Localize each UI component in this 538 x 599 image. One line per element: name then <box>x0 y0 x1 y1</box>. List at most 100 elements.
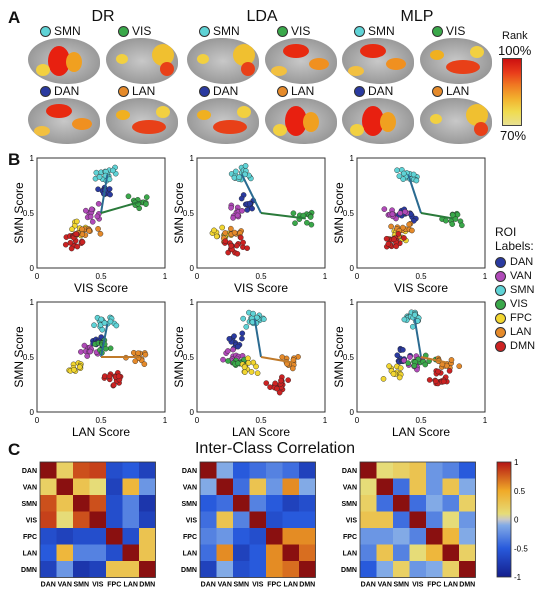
icc-cell <box>106 511 123 528</box>
icc-cell <box>200 495 217 512</box>
roi-point <box>97 230 104 237</box>
roi-point <box>274 385 280 392</box>
icc-cell <box>459 544 476 561</box>
roi-legend-item-vis: VIS <box>495 297 537 311</box>
scatter-plot: 00 0.5 0.5 1 1 LAN Score SMN Score <box>332 298 488 439</box>
activation-blob <box>430 114 442 124</box>
network-color-dot <box>199 25 210 37</box>
icc-cell <box>360 462 377 479</box>
icc-cell <box>139 462 156 479</box>
activation-blob <box>116 54 128 64</box>
roi-point <box>235 343 241 350</box>
roi-point <box>242 369 248 375</box>
y-tick-label: 0 <box>30 408 35 417</box>
icc-cell <box>122 528 139 545</box>
activation-blob <box>348 66 364 76</box>
icc-colorbar-tick: 0.5 <box>514 487 526 496</box>
roi-point <box>253 363 259 370</box>
roi-point <box>380 376 387 382</box>
smn-trajectory <box>413 318 422 358</box>
roi-point <box>409 323 416 330</box>
roi-legend-item-dan: DAN <box>495 255 537 269</box>
icc-cell <box>409 544 426 561</box>
roi-point <box>99 326 106 333</box>
icc-cell <box>56 495 73 512</box>
icc-col-label: SMN <box>73 582 89 589</box>
network-label: SMN <box>213 24 240 38</box>
icc-cell <box>73 561 90 578</box>
icc-cell <box>89 478 106 495</box>
icc-cell <box>459 478 476 495</box>
roi-point <box>67 239 74 246</box>
network-color-dot <box>277 85 288 97</box>
icc-row-label: DMN <box>341 567 357 574</box>
brain-surface-dan <box>342 98 414 144</box>
activation-blob <box>466 104 488 126</box>
icc-matrix: DANDANVANVANSMNSMNVISVISFPCFPCLANLANDMND… <box>181 461 316 589</box>
icc-cell <box>89 462 106 479</box>
roi-point <box>440 378 447 385</box>
icc-cell <box>200 561 217 578</box>
roi-color-dot <box>495 256 506 268</box>
scatter-plot: 00 0.5 0.5 1 1 VIS Score SMN Score <box>12 154 168 295</box>
roi-point <box>250 359 257 366</box>
y-axis-title: SMN Score <box>12 326 26 388</box>
icc-cell <box>56 544 73 561</box>
roi-point <box>383 235 390 242</box>
roi-point <box>95 226 101 232</box>
icc-cell <box>249 462 266 479</box>
roi-point <box>411 362 418 369</box>
icc-col-label: LAN <box>284 582 298 589</box>
brain-label-vis: VIS <box>277 24 310 38</box>
roi-point <box>459 222 465 229</box>
y-axis-title: SMN Score <box>12 182 26 244</box>
roi-point <box>400 170 407 177</box>
roi-point <box>401 357 407 364</box>
icc-cell <box>442 528 459 545</box>
vis-trajectory <box>420 212 454 220</box>
roi-point <box>96 174 103 180</box>
activation-blob <box>273 124 287 136</box>
icc-cell <box>360 478 377 495</box>
icc-title: Inter-Class Correlation <box>194 440 356 457</box>
icc-cell <box>139 561 156 578</box>
icc-cell <box>216 511 233 528</box>
icc-cell <box>299 495 316 512</box>
roi-point <box>290 357 297 363</box>
icc-row-label: LAN <box>23 550 37 557</box>
icc-row-label: VAN <box>343 484 357 491</box>
icc-cell <box>249 528 266 545</box>
roi-point <box>82 207 89 214</box>
icc-cell <box>376 511 393 528</box>
x-axis-title: VIS Score <box>394 281 448 295</box>
roi-point <box>449 221 456 227</box>
network-label: DAN <box>213 84 239 98</box>
roi-point <box>254 370 261 376</box>
icc-cell <box>139 478 156 495</box>
network-label: VIS <box>446 24 466 38</box>
icc-cell <box>459 511 476 528</box>
brain-surface-lan <box>420 98 492 144</box>
activation-blob <box>48 46 70 76</box>
roi-point <box>231 333 237 339</box>
icc-cell <box>216 528 233 545</box>
y-tick-label: 1 <box>30 298 35 307</box>
smn-trajectory <box>253 318 262 358</box>
x-tick-label: 0 <box>195 272 200 281</box>
roi-point <box>446 368 453 374</box>
network-color-dot <box>118 25 129 37</box>
activation-blob <box>36 64 50 76</box>
icc-cell <box>266 478 283 495</box>
activation-blob <box>152 44 174 66</box>
roi-label: DMN <box>510 340 536 352</box>
icc-cell <box>409 511 426 528</box>
roi-point <box>86 227 92 234</box>
roi-label: DAN <box>510 256 534 268</box>
brain-surface-dan <box>28 98 100 144</box>
roi-point <box>413 177 420 184</box>
roi-legend-item-fpc: FPC <box>495 311 537 325</box>
roi-point <box>245 355 251 362</box>
x-tick-label: 1 <box>163 416 168 425</box>
roi-point <box>81 342 88 349</box>
activation-blob <box>362 106 384 136</box>
